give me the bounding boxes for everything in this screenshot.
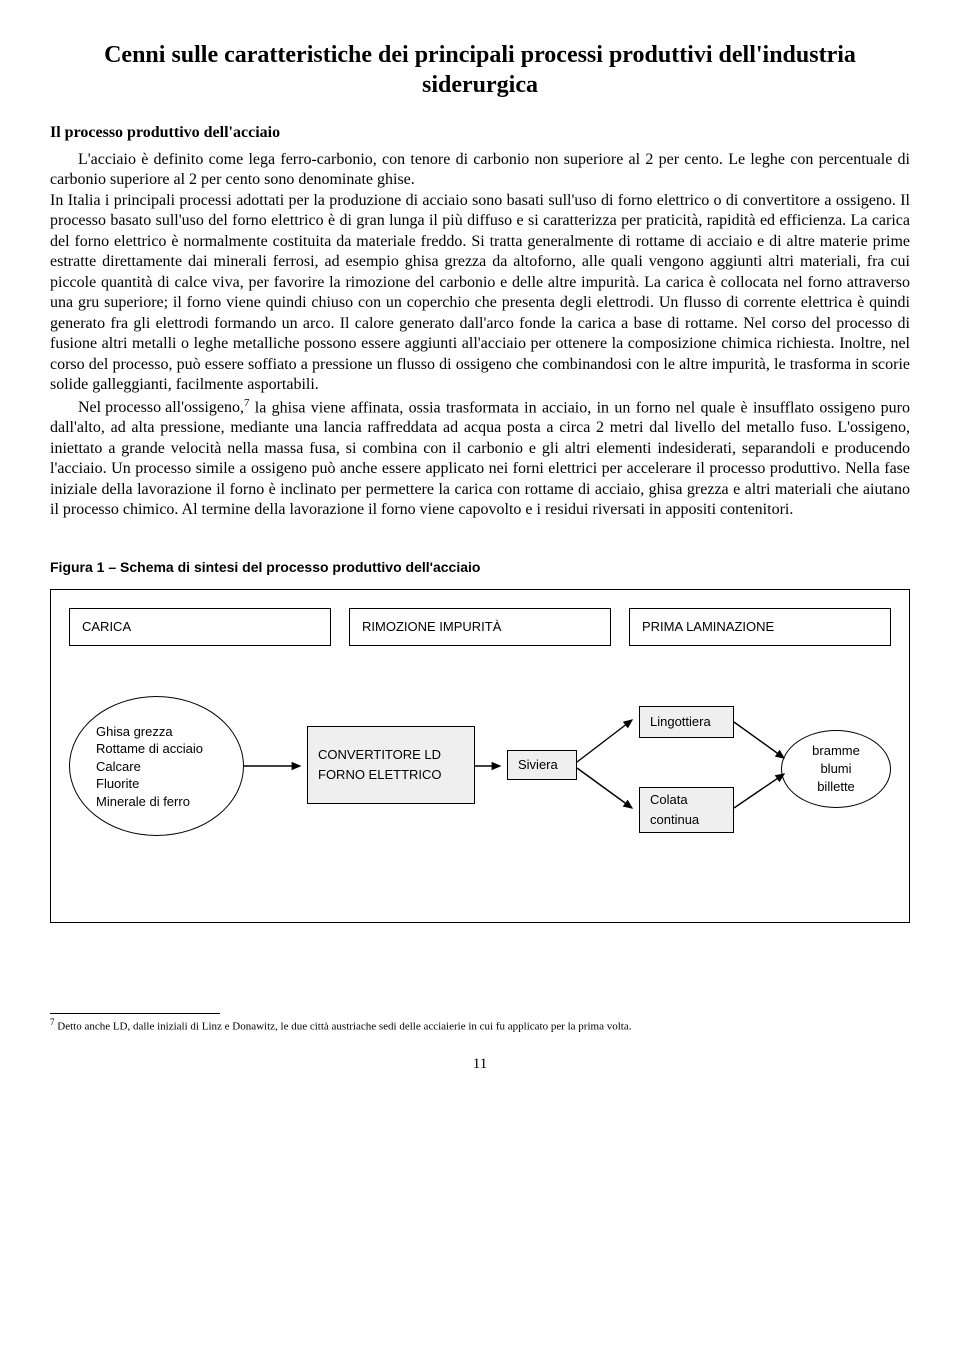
arrow-inputs-to-conv xyxy=(244,758,307,774)
footnote-number: 7 xyxy=(50,1017,55,1027)
phase-row: CARICA RIMOZIONE IMPURITÀ PRIMA LAMINAZI… xyxy=(69,608,891,646)
inputs-ellipse: Ghisa grezza Rottame di acciaio Calcare … xyxy=(69,696,244,836)
arrow-ling-to-out xyxy=(734,718,792,766)
body-paragraph-1: L'acciaio è definito come lega ferro-car… xyxy=(50,150,910,521)
process-diagram: CARICA RIMOZIONE IMPURITÀ PRIMA LAMINAZI… xyxy=(50,589,910,923)
input-line: Fluorite xyxy=(96,775,229,793)
out-line: blumi xyxy=(820,760,851,778)
out-line: billette xyxy=(817,778,855,796)
colata-line1: Colata xyxy=(650,790,723,810)
lingottiera-box: Lingottiera xyxy=(639,706,734,738)
out-line: bramme xyxy=(812,742,860,760)
para2-pre: Nel processo all'ossigeno, xyxy=(50,398,244,418)
siviera-box: Siviera xyxy=(507,750,577,780)
phase-box-rimozione: RIMOZIONE IMPURITÀ xyxy=(349,608,611,646)
arrow-colata-to-out xyxy=(734,770,792,816)
flow-area: Ghisa grezza Rottame di acciaio Calcare … xyxy=(69,690,891,860)
para-start: L'acciaio è definito come lega ferro-car… xyxy=(50,150,910,191)
figure-caption: Figura 1 – Schema di sintesi del process… xyxy=(50,559,910,575)
input-line: Minerale di ferro xyxy=(96,793,229,811)
footnote-text: Detto anche LD, dalle iniziali di Linz e… xyxy=(57,1020,631,1032)
input-line: Rottame di acciaio xyxy=(96,740,229,758)
conv-line1: CONVERTITORE LD xyxy=(318,745,464,765)
colata-line2: continua xyxy=(650,810,723,830)
arrow-conv-to-siviera xyxy=(475,758,507,774)
input-line: Calcare xyxy=(96,758,229,776)
phase-box-carica: CARICA xyxy=(69,608,331,646)
section-heading: Il processo produttivo dell'acciaio xyxy=(50,124,910,142)
para-rest: In Italia i principali processi adottati… xyxy=(50,192,910,393)
conv-line2: FORNO ELETTRICO xyxy=(318,765,464,785)
converter-box: CONVERTITORE LD FORNO ELETTRICO xyxy=(307,726,475,804)
arrow-siviera-to-colata xyxy=(577,766,639,816)
footnote: 7 Detto anche LD, dalle iniziali di Linz… xyxy=(50,1017,910,1034)
page-number: 11 xyxy=(50,1056,910,1073)
page-title: Cenni sulle caratteristiche dei principa… xyxy=(50,40,910,100)
colata-box: Colata continua xyxy=(639,787,734,833)
footnote-separator xyxy=(50,1013,220,1014)
phase-box-laminazione: PRIMA LAMINAZIONE xyxy=(629,608,891,646)
arrow-siviera-to-ling xyxy=(577,714,639,770)
input-line: Ghisa grezza xyxy=(96,723,229,741)
outputs-ellipse: bramme blumi billette xyxy=(781,730,891,808)
